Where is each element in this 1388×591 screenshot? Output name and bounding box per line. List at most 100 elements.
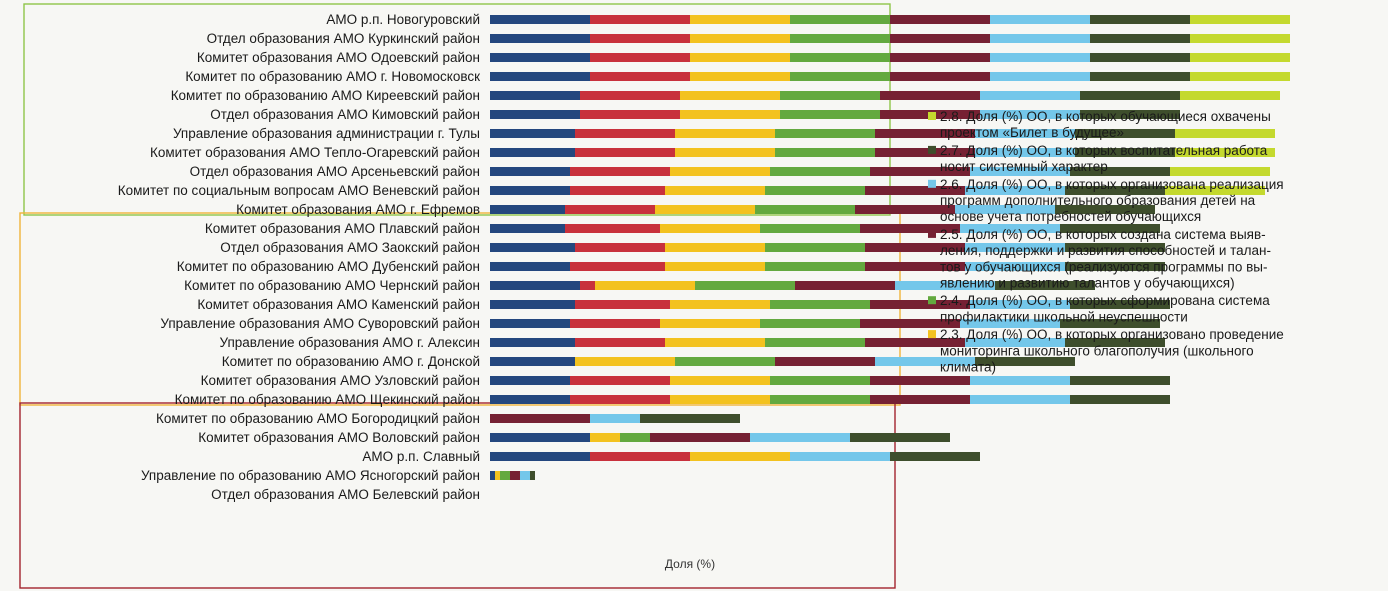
bar-segment-s2-r12 [565,224,660,233]
bar-segment-s8-r10 [1165,186,1265,195]
bar-segment-s6-r17 [960,319,1060,328]
bar-segment-s3-r24 [690,452,790,461]
bar-segment-s4-r1 [790,15,890,24]
bar-segment-s1-r13 [490,243,575,252]
legend-entry-line: 2.4. Доля (%) ОО, в которых сформирована… [940,293,1270,308]
legend-entry-line: тов у обучающихся (реализуются программы… [940,259,1268,274]
bar-segment-s2-r15 [580,281,595,290]
bar-segment-s8-r8 [1175,148,1275,157]
bar-segment-s1-r10 [490,186,570,195]
bar-segment-s4-r17 [760,319,860,328]
bar-segment-s8-r5 [1180,91,1280,100]
bar-segment-s5-r9 [870,167,970,176]
legend-swatch-2 [928,145,936,154]
bar-segment-s1-r16 [490,300,575,309]
bar-segment-s3-r16 [670,300,770,309]
category-label: Комитет образования АМО Каменский район [197,297,480,312]
legend-entry-line: климата) [940,360,996,375]
group-frame-1 [23,3,891,216]
bar-segment-s4-r3 [790,53,890,62]
bar-segment-s3-r23 [590,433,620,442]
bar-segment-s3-r2 [690,34,790,43]
bar-segment-s7-r15 [995,281,1095,290]
bar-segment-s8-r3 [1190,53,1290,62]
bar-segment-s1-r5 [490,91,580,100]
bar-segment-s1-r24 [490,452,590,461]
bar-segment-s5-r7 [875,129,975,138]
bar-segment-s6-r12 [960,224,1060,233]
bar-segment-s6-r23 [750,433,850,442]
bar-segment-s4-r6 [780,110,880,119]
bar-segment-s6-r25 [520,471,530,480]
bar-segment-s3-r19 [575,357,675,366]
bar-segment-s7-r8 [1075,148,1175,157]
legend-entry-line: ления, поддержки и развития способностей… [940,243,1271,258]
category-label: Комитет образования АМО Тепло-Огаревский… [150,145,480,160]
legend-entry-line: носит системный характер [940,159,1108,174]
bar-segment-s3-r3 [690,53,790,62]
category-label: АМО р.п. Славный [362,449,480,464]
category-label: Комитет по социальным вопросам АМО Венев… [118,183,480,198]
bar-segment-s5-r20 [870,376,970,385]
legend-entry-line: программ дополнительного образования дет… [940,193,1256,208]
bar-segment-s2-r18 [575,338,665,347]
bar-segment-s6-r22 [590,414,640,423]
bar-segment-s2-r10 [570,186,665,195]
category-label: Отдел образования АМО Заокский район [220,240,480,255]
bar-segment-s6-r2 [990,34,1090,43]
bar-segment-s1-r8 [490,148,575,157]
bar-segment-s5-r25 [510,471,520,480]
bar-segment-s7-r6 [1080,110,1180,119]
bar-segment-s2-r13 [575,243,665,252]
bar-segment-s6-r4 [990,72,1090,81]
bar-segment-s1-r18 [490,338,575,347]
bar-segment-s4-r11 [755,205,855,214]
bar-segment-s7-r11 [1055,205,1155,214]
bar-segment-s2-r9 [570,167,670,176]
legend: 2.8. Доля (%) ОО, в которых обучающиеся … [928,109,1284,375]
bar-segment-s7-r2 [1090,34,1190,43]
category-label: Управление образования администрации г. … [173,126,480,141]
bar-segment-s7-r14 [1065,262,1165,271]
bar-segment-s7-r18 [1065,338,1165,347]
bar-segment-s4-r23 [620,433,650,442]
bar-segment-s4-r9 [770,167,870,176]
bar-segment-s3-r25 [495,471,500,480]
legend-entry-1: 2.8. Доля (%) ОО, в которых обучающиеся … [940,109,1271,140]
bar-segment-s8-r4 [1190,72,1290,81]
bar-segment-s3-r17 [660,319,760,328]
bar-segment-s7-r12 [1060,224,1160,233]
bar-segment-s3-r5 [680,91,780,100]
bar-segment-s5-r22 [490,414,590,423]
bar-segment-s4-r10 [765,186,865,195]
bar-segment-s5-r12 [860,224,960,233]
bar-segment-s6-r3 [990,53,1090,62]
bar-segment-s6-r10 [965,186,1065,195]
bar-segment-s3-r11 [655,205,755,214]
bar-segment-s5-r10 [865,186,965,195]
bar-segment-s6-r24 [790,452,890,461]
bar-segment-s6-r14 [965,262,1065,271]
bar-segment-s1-r14 [490,262,570,271]
bar-segment-s5-r17 [860,319,960,328]
bar-segment-s6-r6 [980,110,1080,119]
category-label: Управление по образованию АМО Ясногорски… [141,468,480,483]
bar-segment-s5-r3 [890,53,990,62]
bar-segment-s2-r17 [570,319,660,328]
category-label: Отдел образования АМО Белевский район [211,487,480,502]
bar-segment-s7-r22 [640,414,740,423]
category-label: Комитет по образованию АМО г. Новомосков… [185,69,480,84]
bar-segment-s2-r16 [575,300,670,309]
legend-swatch-1 [928,112,936,120]
bar-segment-s2-r8 [575,148,675,157]
category-label: Комитет по образованию АМО Дубенский рай… [177,259,480,274]
bar-segment-s2-r21 [570,395,670,404]
bar-segment-s7-r3 [1090,53,1190,62]
legend-entry-6: 2.3. Доля (%) ОО, в которых организовано… [940,327,1284,374]
bar-segment-s5-r18 [865,338,965,347]
bar-segment-s7-r9 [1070,167,1170,176]
bar-segment-s4-r15 [695,281,795,290]
legend-entry-3: 2.6. Доля (%) ОО, в которых организована… [940,177,1284,224]
bar-segment-s3-r12 [660,224,760,233]
bar-segment-s1-r9 [490,167,570,176]
